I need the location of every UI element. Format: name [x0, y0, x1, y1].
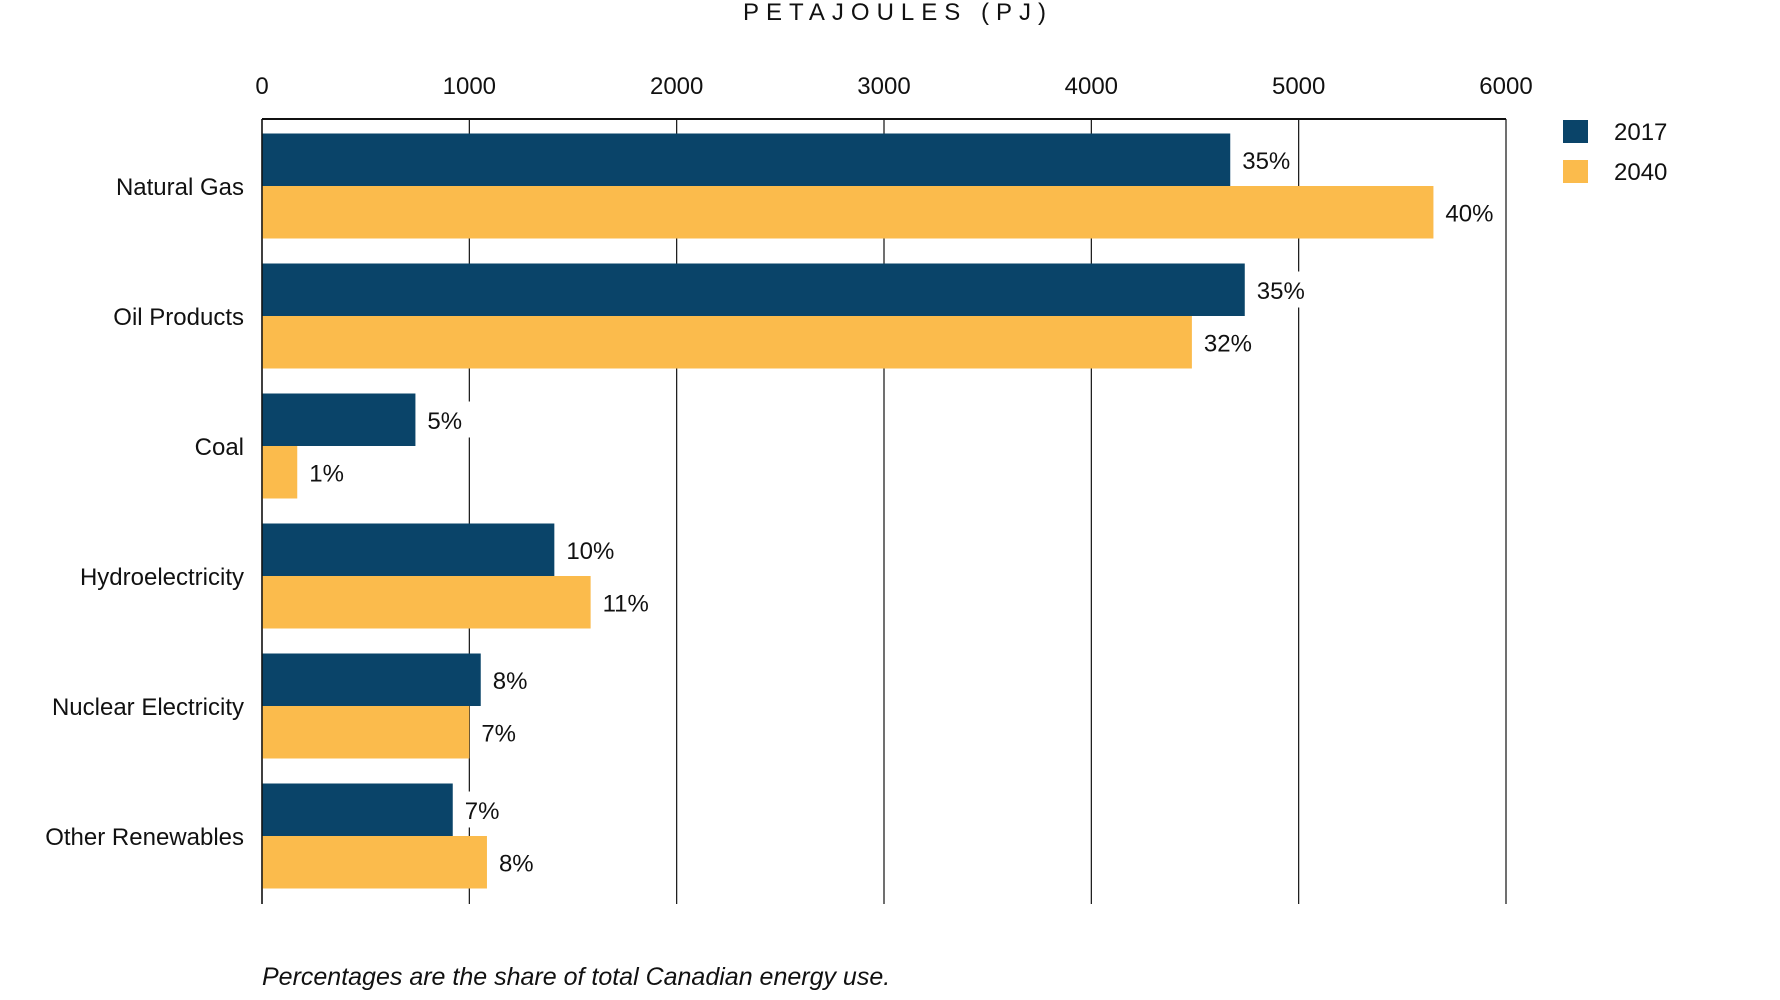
- data-label: 35%: [1257, 278, 1305, 305]
- data-label: 5%: [427, 408, 462, 435]
- footnote: Percentages are the share of total Canad…: [262, 963, 890, 991]
- bar-2017-0: [262, 133, 1231, 186]
- bar-2040-3: [262, 576, 591, 629]
- bar-2017-5: [262, 783, 453, 836]
- category-label: Natural Gas: [116, 174, 244, 201]
- data-label: 32%: [1204, 330, 1252, 357]
- data-label-bg: [303, 454, 358, 490]
- data-label-bg: [492, 844, 547, 880]
- category-label: Coal: [195, 434, 244, 461]
- data-label-bg: [560, 531, 615, 568]
- x-tick-labels: 0 1000 2000 3000 4000 5000 6000: [255, 73, 1532, 100]
- bar-2040-0: [262, 186, 1434, 239]
- data-label: 8%: [499, 850, 534, 877]
- data-label: 1%: [309, 460, 344, 487]
- bar-2017-2: [262, 393, 416, 446]
- data-label-bg: [486, 661, 541, 698]
- data-label: 7%: [481, 720, 516, 747]
- category-label: Nuclear Electricity: [52, 694, 244, 721]
- legend-label: 2017: [1614, 119, 1667, 146]
- legend-label: 2040: [1614, 159, 1667, 186]
- category-label: Other Renewables: [45, 824, 244, 851]
- bar-2040-5: [262, 836, 487, 889]
- chart-title: PETAJOULES (PJ): [743, 0, 1053, 26]
- gridlines: [261, 118, 1507, 904]
- bar-2017-4: [262, 653, 481, 706]
- data-label: 11%: [603, 590, 649, 617]
- bars: 35%40%35%32%5%1%10%11%8%7%7%8%: [261, 119, 1494, 904]
- x-tick-label: 4000: [1065, 73, 1118, 100]
- legend: 2017 2040: [1563, 119, 1667, 186]
- data-label: 8%: [493, 668, 528, 695]
- data-label: 35%: [1242, 148, 1290, 175]
- legend-swatch-2040: [1563, 160, 1588, 183]
- category-labels: Natural Gas Oil Products Coal Hydroelectric…: [45, 174, 244, 851]
- data-label-bg: [1250, 271, 1305, 308]
- data-label-bg: [458, 791, 513, 828]
- bar-2040-1: [262, 316, 1192, 369]
- x-tick-label: 1000: [443, 73, 496, 100]
- category-label: Oil Products: [113, 304, 244, 331]
- bar-2040-4: [262, 706, 470, 759]
- x-tick-label: 5000: [1272, 73, 1325, 100]
- x-tick-label: 0: [255, 73, 268, 100]
- data-label: 40%: [1445, 200, 1493, 227]
- data-label-bg: [421, 401, 476, 438]
- legend-swatch-2017: [1563, 120, 1588, 143]
- data-label-bg: [1439, 194, 1494, 230]
- bar-2040-2: [262, 446, 298, 499]
- bar-2017-1: [262, 263, 1245, 316]
- x-tick-label: 2000: [650, 73, 703, 100]
- data-label-bg: [475, 714, 530, 750]
- bar-2017-3: [262, 523, 555, 576]
- category-label: Hydroelectricity: [80, 564, 244, 591]
- data-label: 10%: [566, 538, 614, 565]
- data-label-bg: [596, 584, 651, 620]
- data-label-bg: [1197, 324, 1252, 360]
- data-label: 7%: [465, 798, 500, 825]
- x-tick-label: 3000: [857, 73, 910, 100]
- x-tick-label: 6000: [1479, 73, 1532, 100]
- data-label-bg: [1236, 141, 1291, 178]
